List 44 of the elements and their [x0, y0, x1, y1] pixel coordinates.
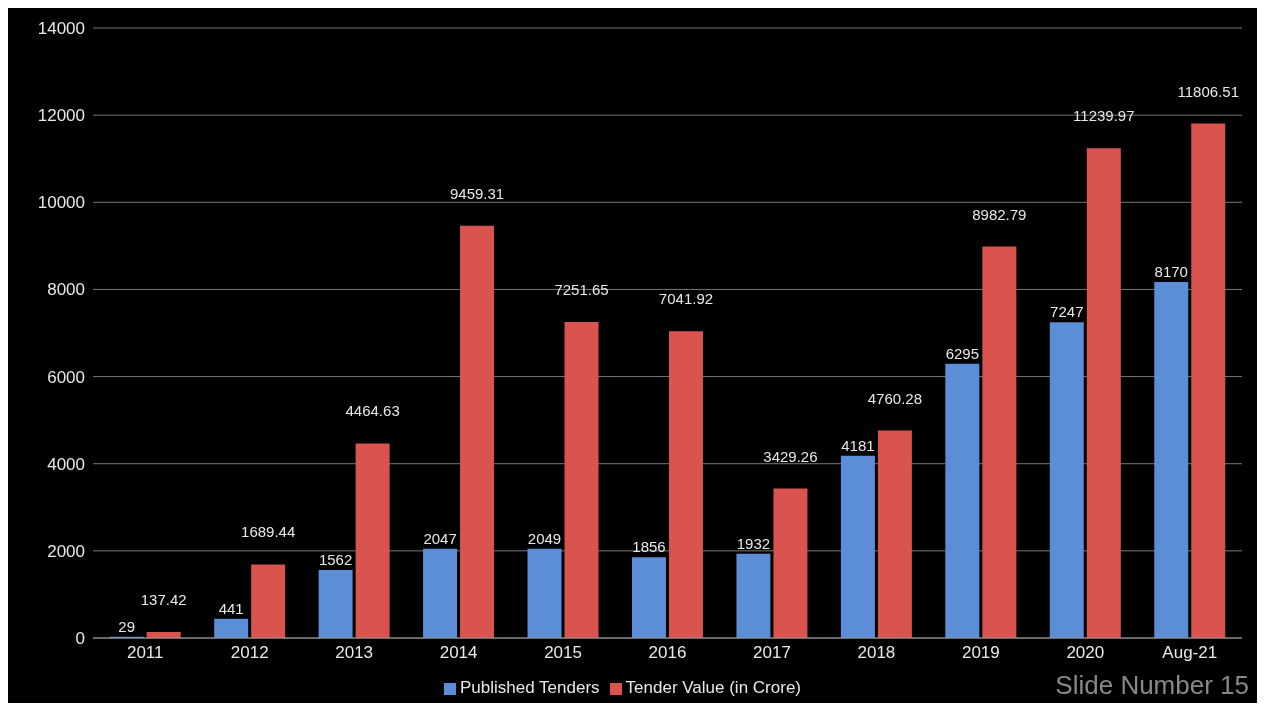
x-tick-label: 2018 — [857, 643, 896, 663]
x-tick-label: 2017 — [753, 643, 791, 663]
data-label: 8982.79 — [972, 205, 1027, 223]
data-label: 441 — [218, 599, 244, 617]
legend-label: Tender Value (in Crore) — [625, 678, 801, 697]
x-tick-label: 2016 — [648, 643, 687, 663]
y-tick-label: 6000 — [47, 367, 85, 387]
text: Slide Number 15 — [1055, 670, 1249, 701]
data-label: 4760.28 — [867, 389, 923, 407]
y-tick-label: 8000 — [47, 280, 85, 300]
data-label: 11806.51 — [1177, 82, 1239, 100]
data-label: 1689.44 — [241, 523, 296, 541]
x-tick-label: Aug-21 — [1162, 643, 1218, 663]
x-tick-label: 2015 — [544, 643, 582, 663]
data-label: 7247 — [1050, 303, 1084, 321]
y-tick-label: 12000 — [37, 106, 85, 126]
x-tick-label: 2013 — [335, 643, 374, 663]
legend-label: Published Tenders — [460, 678, 600, 697]
data-label: 1932 — [736, 534, 771, 552]
data-label: 4464.63 — [345, 402, 400, 420]
data-label: 2047 — [423, 529, 457, 547]
data-label: 7251.65 — [554, 281, 609, 299]
data-label: 8170 — [1154, 263, 1188, 281]
x-tick-label: 2019 — [961, 643, 1000, 663]
data-label: 6295 — [945, 344, 980, 362]
x-tick-label: 2012 — [230, 643, 269, 663]
data-label: 9459.31 — [449, 184, 505, 202]
data-label: 3429.26 — [763, 447, 818, 465]
data-label: 1856 — [632, 538, 666, 556]
x-tick-label: 2020 — [1066, 643, 1105, 663]
data-label: 11239.97 — [1073, 107, 1135, 125]
data-label: 7041.92 — [658, 290, 714, 308]
x-tick-label: 2014 — [439, 643, 478, 663]
data-label: 4181 — [841, 436, 875, 454]
data-label: 2049 — [527, 529, 562, 547]
data-label: 137.42 — [140, 591, 187, 609]
y-tick-label: 0 — [75, 629, 85, 649]
data-label: 1562 — [318, 550, 353, 568]
x-tick-label: 2011 — [126, 643, 164, 663]
y-tick-label: 14000 — [37, 19, 85, 39]
y-tick-label: 4000 — [47, 454, 85, 474]
data-label: 29 — [118, 617, 136, 635]
y-tick-label: 2000 — [47, 541, 85, 561]
y-tick-label: 10000 — [37, 193, 85, 213]
